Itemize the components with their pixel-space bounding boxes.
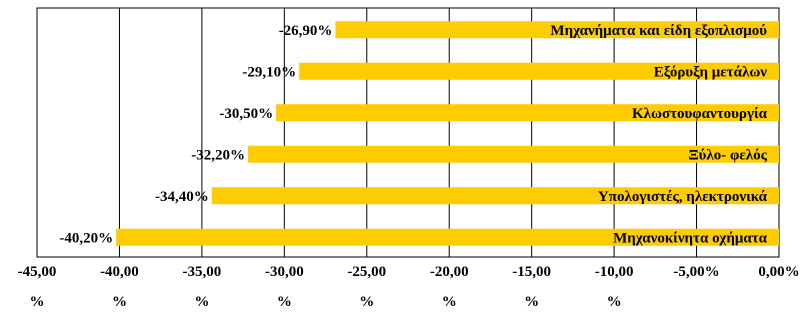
bar <box>248 145 779 163</box>
x-tick-label-unit: % <box>112 294 127 310</box>
x-tick-label-unit: % <box>524 294 539 310</box>
bar <box>299 62 779 80</box>
data-labels: -26,90% -29,10% -30,50% -32,20% -34,40% -40,2… <box>59 23 332 247</box>
category-label: Υπολογιστές, ηλεκτρονικά <box>598 189 768 205</box>
category-label: Εξόρυξη μετάλων <box>654 64 768 80</box>
x-tick-label-unit: % <box>442 294 457 310</box>
category-label: Ξύλο- φελός <box>688 147 767 163</box>
data-label: -32,20% <box>191 147 245 163</box>
category-label: Μηχανήματα και είδη εξοπλισμού <box>550 23 767 39</box>
grid-lines <box>36 7 780 258</box>
x-tick-label: -35,00 <box>183 264 222 280</box>
x-tick-label: 0,00% <box>758 264 799 280</box>
category-label: Κλωστουφαντουργία <box>632 106 768 122</box>
x-tick-label: -20,00 <box>430 264 469 280</box>
data-label: -26,90% <box>279 23 333 39</box>
data-label: -29,10% <box>242 64 296 80</box>
x-tick-label-unit: % <box>277 294 292 310</box>
x-tick-label: -25,00 <box>347 264 386 280</box>
x-tick-label: -40,00 <box>100 264 139 280</box>
plot-frame <box>36 7 780 258</box>
bar <box>335 21 779 39</box>
data-label: -34,40% <box>155 189 209 205</box>
bar <box>211 187 779 205</box>
x-tick-label: -30,00 <box>265 264 304 280</box>
bars <box>116 21 779 246</box>
bar <box>276 104 779 122</box>
x-tick-label-unit: % <box>30 294 45 310</box>
x-tick-label-unit: % <box>194 294 209 310</box>
x-tick-label-unit: % <box>359 294 374 310</box>
category-labels: Μηχανήματα και είδη εξοπλισμού Εξόρυξη με… <box>550 23 767 247</box>
data-label: -40,20% <box>59 230 113 246</box>
x-tick-label-unit: % <box>607 294 622 310</box>
bar <box>116 228 779 246</box>
category-label: Μηχανοκίνητα οχήματα <box>613 230 768 246</box>
x-tick-label: -10,00 <box>595 264 634 280</box>
x-tick-label: -15,00 <box>512 264 551 280</box>
x-tick-label: -5,00% <box>673 264 719 280</box>
x-axis: -45,00% -40,00% -35,00% -30,00% -25,00% -20,0… <box>18 264 800 310</box>
x-tick-label: -45,00 <box>18 264 57 280</box>
data-label: -30,50% <box>219 106 273 122</box>
